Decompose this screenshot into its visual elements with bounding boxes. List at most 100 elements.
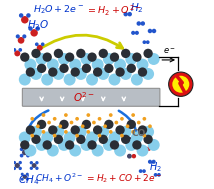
Circle shape	[98, 134, 101, 137]
Circle shape	[47, 59, 59, 70]
Circle shape	[21, 16, 28, 23]
Circle shape	[148, 160, 152, 164]
Circle shape	[58, 139, 70, 151]
Circle shape	[75, 134, 79, 137]
Circle shape	[41, 132, 53, 143]
Circle shape	[104, 64, 114, 73]
Circle shape	[24, 145, 36, 156]
Circle shape	[143, 117, 146, 121]
Circle shape	[16, 34, 20, 38]
Circle shape	[157, 173, 161, 177]
Circle shape	[141, 21, 145, 26]
Circle shape	[131, 113, 135, 117]
Circle shape	[146, 40, 150, 44]
Circle shape	[26, 67, 35, 77]
Circle shape	[121, 49, 130, 58]
Circle shape	[37, 64, 46, 73]
Circle shape	[81, 124, 85, 128]
Circle shape	[120, 134, 124, 137]
Circle shape	[26, 13, 31, 18]
Circle shape	[70, 121, 73, 124]
Circle shape	[99, 49, 108, 58]
Circle shape	[75, 126, 87, 138]
Circle shape	[147, 146, 151, 151]
Circle shape	[93, 67, 102, 77]
Circle shape	[132, 140, 142, 150]
Circle shape	[36, 124, 40, 128]
Circle shape	[65, 140, 74, 150]
Circle shape	[43, 140, 52, 150]
Circle shape	[128, 12, 132, 16]
Text: $H_2O$: $H_2O$	[27, 19, 49, 32]
Circle shape	[26, 125, 35, 135]
Text: $H_2$: $H_2$	[149, 160, 162, 174]
Circle shape	[19, 74, 31, 86]
Circle shape	[110, 53, 119, 62]
Circle shape	[115, 67, 125, 77]
Circle shape	[15, 163, 20, 168]
Circle shape	[64, 130, 68, 134]
Circle shape	[142, 126, 154, 138]
Circle shape	[76, 135, 86, 144]
Circle shape	[110, 140, 119, 150]
Circle shape	[103, 139, 115, 151]
Circle shape	[30, 126, 42, 138]
Circle shape	[127, 137, 132, 142]
Circle shape	[22, 34, 26, 38]
Circle shape	[22, 174, 27, 179]
Circle shape	[35, 42, 39, 46]
Circle shape	[58, 124, 62, 128]
Circle shape	[19, 13, 23, 18]
Circle shape	[123, 12, 128, 16]
Circle shape	[47, 121, 51, 124]
Circle shape	[24, 59, 36, 70]
Circle shape	[92, 59, 104, 70]
Circle shape	[142, 146, 147, 151]
Circle shape	[18, 48, 22, 52]
Circle shape	[138, 67, 147, 77]
Circle shape	[103, 53, 115, 65]
Circle shape	[115, 125, 125, 135]
Text: $=H_2+O^{2-}$: $=H_2+O^{2-}$	[86, 4, 142, 18]
Text: $H_2$: $H_2$	[130, 2, 144, 15]
Circle shape	[36, 139, 48, 151]
Circle shape	[20, 147, 24, 151]
Circle shape	[20, 53, 30, 62]
Circle shape	[64, 74, 76, 86]
Circle shape	[82, 64, 91, 73]
Circle shape	[48, 125, 58, 135]
Circle shape	[87, 53, 97, 62]
Circle shape	[137, 59, 149, 70]
Circle shape	[86, 130, 90, 134]
Circle shape	[13, 167, 16, 170]
Circle shape	[71, 125, 80, 135]
Circle shape	[64, 113, 68, 117]
Circle shape	[30, 167, 33, 170]
Circle shape	[43, 53, 52, 62]
Circle shape	[139, 169, 143, 173]
Circle shape	[138, 125, 147, 135]
Circle shape	[132, 137, 137, 142]
Circle shape	[69, 145, 81, 156]
Circle shape	[37, 120, 46, 129]
Circle shape	[32, 163, 37, 168]
Circle shape	[148, 29, 152, 33]
Circle shape	[54, 49, 63, 58]
Circle shape	[152, 160, 156, 164]
Circle shape	[36, 53, 48, 65]
Circle shape	[36, 26, 40, 31]
Circle shape	[30, 68, 42, 80]
Circle shape	[30, 29, 38, 37]
Text: $CH_4+O^{2-}$: $CH_4+O^{2-}$	[35, 171, 83, 185]
Circle shape	[104, 120, 114, 129]
Circle shape	[31, 135, 41, 144]
Circle shape	[69, 59, 81, 70]
Circle shape	[53, 117, 56, 121]
Circle shape	[143, 135, 153, 144]
Circle shape	[26, 154, 30, 157]
Circle shape	[109, 113, 113, 117]
Circle shape	[52, 68, 64, 80]
Circle shape	[99, 135, 108, 144]
Circle shape	[114, 121, 118, 124]
Circle shape	[31, 49, 41, 58]
